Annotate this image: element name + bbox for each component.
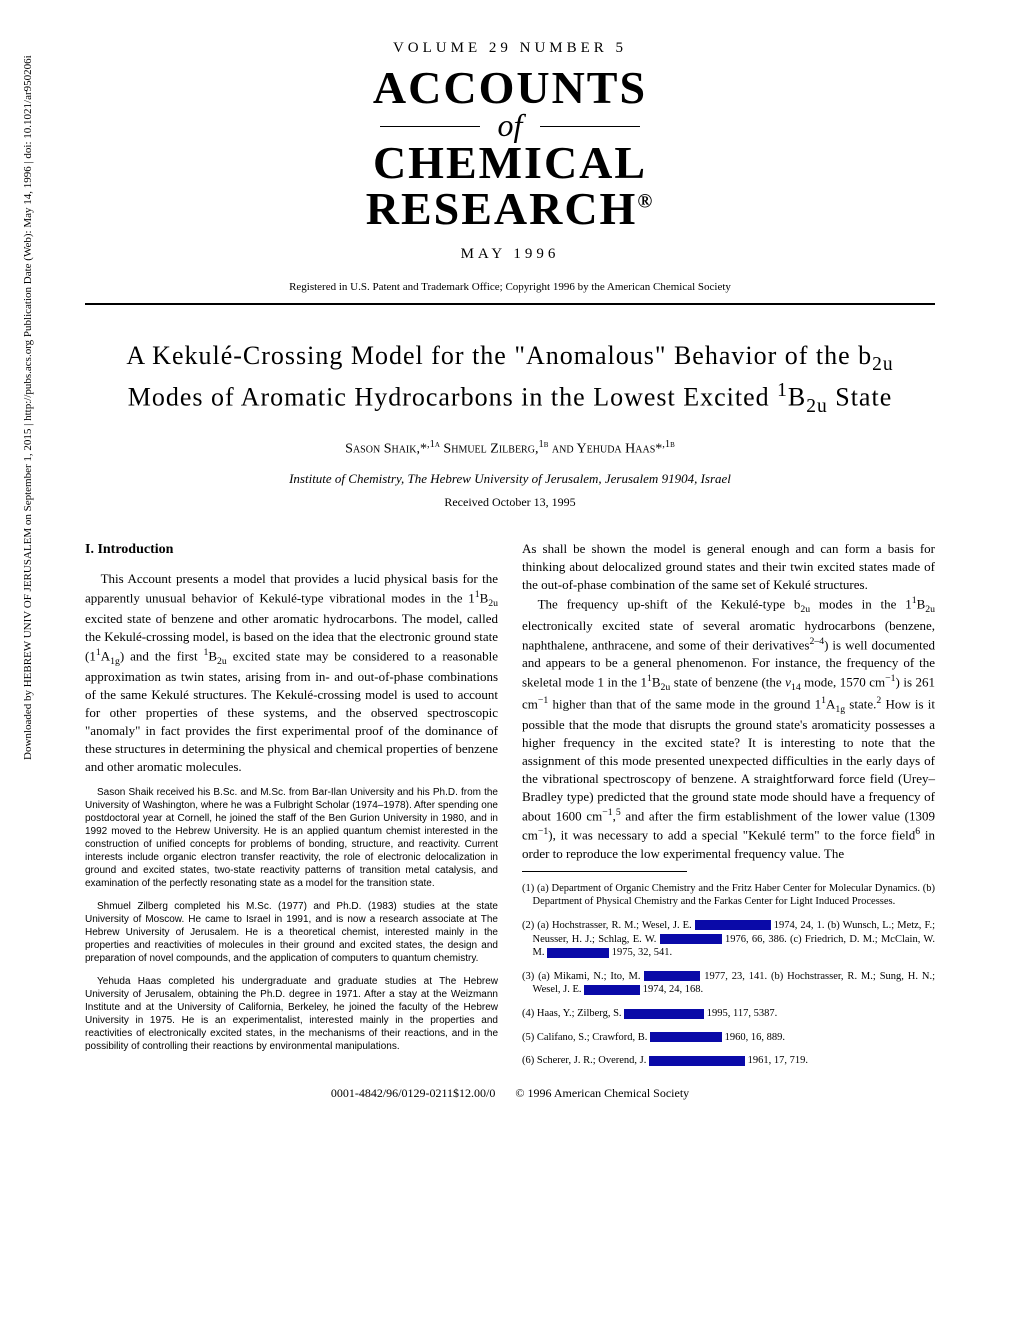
redaction-box (644, 971, 700, 981)
authors-line: Sason Shaik,*,1a Shmuel Zilberg,1b and Y… (85, 439, 935, 458)
received-date: Received October 13, 1995 (85, 495, 935, 510)
redaction-box (695, 920, 771, 930)
copyright-notice: Registered in U.S. Patent and Trademark … (85, 281, 935, 293)
affiliation: Institute of Chemistry, The Hebrew Unive… (85, 471, 935, 487)
doi-line: 0001-4842/96/0129-0211$12.00/0 (331, 1086, 496, 1101)
journal-title-chemical: CHEMICAL (85, 140, 935, 186)
trademark-symbol: ® (637, 191, 654, 213)
redaction-box (660, 934, 722, 944)
journal-title-of: of (85, 107, 935, 144)
journal-title-accounts: ACCOUNTS (85, 65, 935, 111)
section-heading-intro: I. Introduction (85, 540, 498, 559)
redaction-box (624, 1009, 704, 1019)
reference-4: (4) Haas, Y.; Zilberg, S. 1995, 117, 538… (533, 1007, 936, 1021)
right-paragraph-1: As shall be shown the model is general e… (522, 540, 935, 594)
divider-rule (85, 303, 935, 305)
reference-2: (2) (a) Hochstrasser, R. M.; Wesel, J. E… (533, 919, 936, 960)
reference-5: (5) Califano, S.; Crawford, B. 1960, 16,… (533, 1031, 936, 1045)
reference-divider (522, 871, 687, 872)
page-footer: 0001-4842/96/0129-0211$12.00/0 © 1996 Am… (85, 1086, 935, 1101)
copyright-footer: © 1996 American Chemical Society (515, 1086, 689, 1101)
article-title: A Kekulé-Crossing Model for the "Anomalo… (85, 339, 935, 419)
reference-3: (3) (a) Mikami, N.; Ito, M. 1977, 23, 14… (533, 970, 936, 997)
redaction-box (547, 948, 609, 958)
bio-zilberg: Shmuel Zilberg completed his M.Sc. (1977… (85, 900, 498, 965)
download-info-sidebar: Downloaded by HEBREW UNIV OF JERUSALEM o… (22, 55, 34, 760)
volume-number: VOLUME 29 NUMBER 5 (85, 40, 935, 57)
journal-title-research: RESEARCH® (85, 186, 935, 232)
reference-1: (1) (a) Department of Organic Chemistry … (533, 882, 936, 909)
bio-shaik: Sason Shaik received his B.Sc. and M.Sc.… (85, 786, 498, 890)
redaction-box (650, 1032, 722, 1042)
redaction-box (649, 1056, 745, 1066)
body-two-column: I. Introduction This Account presents a … (85, 540, 935, 1068)
right-column: As shall be shown the model is general e… (522, 540, 935, 1068)
journal-masthead: VOLUME 29 NUMBER 5 ACCOUNTS of CHEMICAL … (85, 40, 935, 293)
issue-date: MAY 1996 (85, 246, 935, 263)
redaction-box (584, 985, 640, 995)
left-column: I. Introduction This Account presents a … (85, 540, 498, 1068)
bio-haas: Yehuda Haas completed his undergraduate … (85, 975, 498, 1053)
reference-6: (6) Scherer, J. R.; Overend, J. 1961, 17… (533, 1054, 936, 1068)
intro-paragraph: This Account presents a model that provi… (85, 570, 498, 776)
right-paragraph-2: The frequency up-shift of the Kekulé-typ… (522, 594, 935, 862)
